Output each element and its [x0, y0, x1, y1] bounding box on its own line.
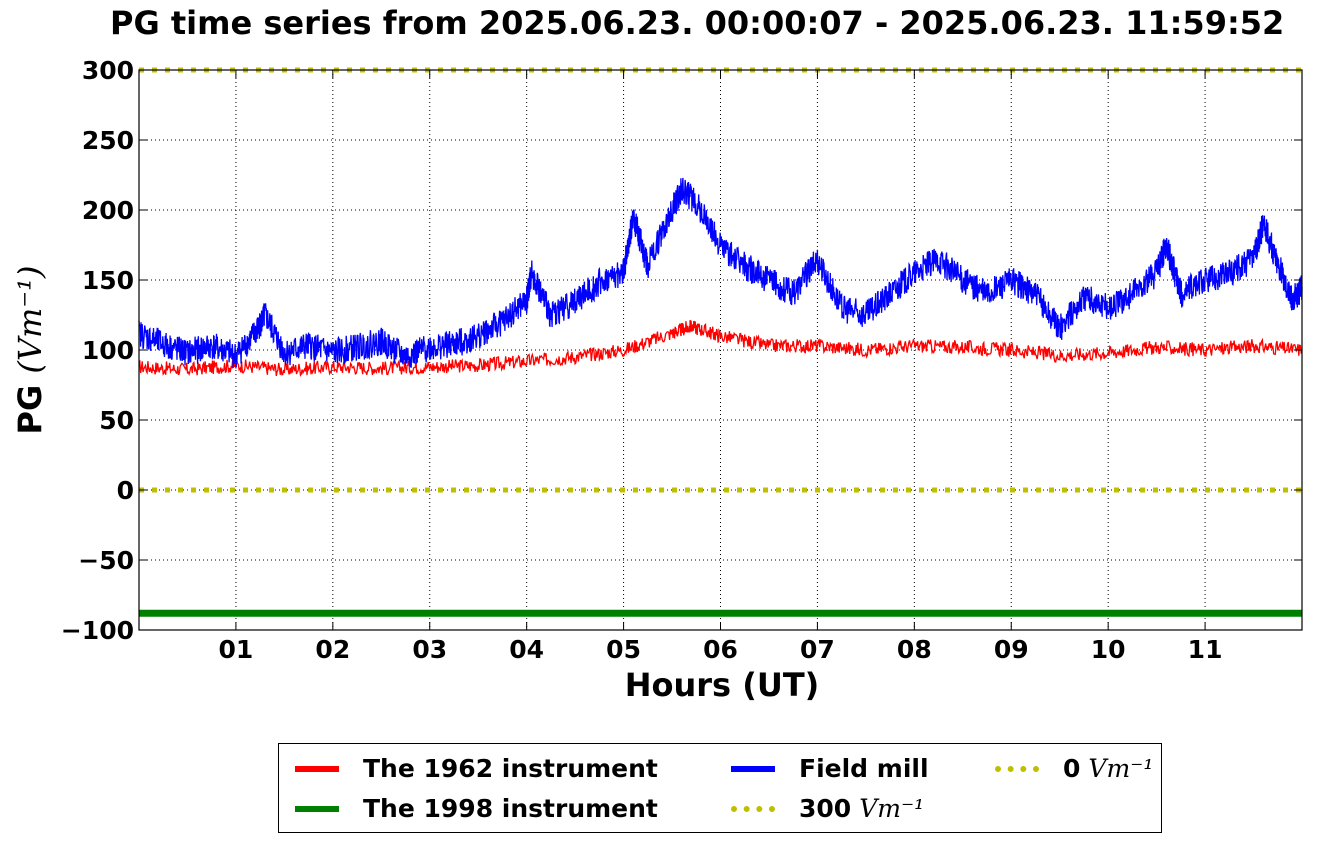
- legend-swatch-field-mill: [731, 765, 775, 772]
- y-tick-label-5: 150: [82, 266, 134, 295]
- legend-label-300: 300: [799, 794, 852, 823]
- y-tick-label-2: 0: [117, 476, 134, 505]
- x-tick-label-09: 09: [994, 635, 1029, 664]
- x-tick-label-04: 04: [509, 635, 544, 664]
- legend-swatch-300: [731, 805, 775, 812]
- legend-item-0: 0 Vm⁻¹: [995, 754, 1153, 783]
- legend-item-300: 300 Vm⁻¹: [731, 794, 924, 823]
- legend-item-field-mill: Field mill: [731, 754, 929, 783]
- y-tick-label-1: −50: [78, 546, 134, 575]
- y-tick-label-0: −100: [61, 616, 134, 645]
- x-axis-label: Hours (UT): [624, 666, 820, 704]
- x-tick-label-05: 05: [606, 635, 641, 664]
- series-line-2: [138, 177, 1303, 369]
- x-tick-label-01: 01: [219, 635, 254, 664]
- legend-swatch-0: [995, 765, 1039, 772]
- chart-title: PG time series from 2025.06.23. 00:00:07…: [110, 4, 1285, 42]
- legend: The 1962 instrument The 1998 instrument …: [278, 743, 1162, 833]
- y-tick-label-3: 50: [99, 406, 134, 435]
- legend-item-1962: The 1962 instrument: [295, 754, 658, 783]
- y-tick-label-7: 250: [82, 126, 134, 155]
- x-tick-label-07: 07: [800, 635, 835, 664]
- x-tick-label-06: 06: [703, 635, 738, 664]
- legend-label-0: 0: [1063, 754, 1081, 783]
- x-tick-label-11: 11: [1188, 635, 1223, 664]
- legend-unit-300: Vm⁻¹: [859, 794, 925, 823]
- legend-label-1998: The 1998 instrument: [363, 794, 658, 823]
- x-tick-label-02: 02: [315, 635, 350, 664]
- legend-label-field-mill: Field mill: [799, 754, 929, 783]
- x-tick-label-08: 08: [897, 635, 932, 664]
- legend-label-1962: The 1962 instrument: [363, 754, 658, 783]
- legend-unit-0: Vm⁻¹: [1088, 754, 1154, 783]
- x-tick-label-10: 10: [1091, 635, 1126, 664]
- legend-swatch-1998: [295, 805, 339, 812]
- y-tick-label-4: 100: [82, 336, 134, 365]
- legend-item-1998: The 1998 instrument: [295, 794, 658, 823]
- y-tick-label-6: 200: [82, 196, 134, 225]
- series-line-0: [138, 319, 1303, 378]
- x-tick-label-03: 03: [412, 635, 447, 664]
- y-tick-label-8: 300: [82, 56, 134, 85]
- legend-swatch-1962: [295, 765, 339, 772]
